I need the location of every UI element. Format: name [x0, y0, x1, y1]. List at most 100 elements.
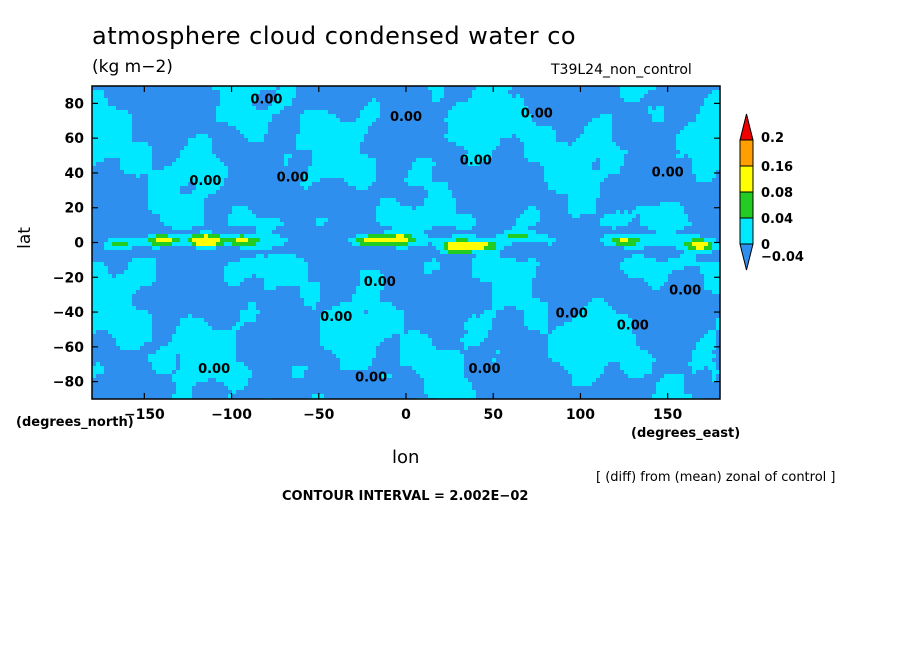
field-cell: [144, 254, 149, 259]
field-cell: [136, 150, 141, 155]
field-cell: [312, 138, 317, 143]
field-cell: [144, 306, 149, 311]
field-cell: [288, 142, 293, 147]
field-cell: [220, 310, 225, 315]
field-cell: [192, 214, 197, 219]
field-cell: [308, 334, 313, 339]
field-cell: [264, 302, 269, 307]
field-cell: [216, 90, 221, 95]
field-cell: [244, 246, 249, 251]
field-cell: [304, 170, 309, 175]
field-cell: [304, 366, 309, 371]
field-cell: [132, 122, 137, 127]
field-cell: [248, 186, 253, 191]
field-cell: [280, 130, 285, 135]
field-cell: [108, 218, 113, 223]
field-cell: [252, 334, 257, 339]
field-cell: [288, 302, 293, 307]
field-cell: [292, 238, 297, 243]
field-cell: [136, 378, 141, 383]
field-cell: [104, 326, 109, 331]
field-cell: [272, 278, 277, 283]
field-cell: [188, 382, 193, 387]
field-cell: [160, 266, 165, 271]
field-cell: [112, 178, 117, 183]
field-cell: [108, 342, 113, 347]
field-cell: [340, 278, 345, 283]
field-cell: [204, 154, 209, 159]
field-cell: [276, 250, 281, 255]
field-cell: [172, 294, 177, 299]
field-cell: [248, 182, 253, 187]
field-cell: [232, 226, 237, 231]
field-cell: [92, 130, 97, 135]
field-cell: [172, 346, 177, 351]
field-cell: [272, 386, 277, 391]
field-cell: [300, 154, 305, 159]
field-cell: [124, 190, 129, 195]
field-cell: [240, 366, 245, 371]
field-cell: [160, 114, 165, 119]
field-cell: [340, 334, 345, 339]
field-cell: [188, 94, 193, 99]
field-cell: [332, 278, 337, 283]
field-cell: [316, 182, 321, 187]
field-cell: [344, 154, 349, 159]
field-cell: [204, 170, 209, 175]
field-cell: [324, 190, 329, 195]
field-cell: [148, 122, 153, 127]
field-cell: [300, 114, 305, 119]
field-cell: [328, 262, 333, 267]
field-cell: [200, 378, 205, 383]
field-cell: [340, 370, 345, 375]
field-cell: [136, 294, 141, 299]
field-cell: [232, 98, 237, 103]
field-cell: [268, 170, 273, 175]
field-cell: [196, 338, 201, 343]
field-cell: [232, 146, 237, 151]
field-cell: [292, 94, 297, 99]
field-cell: [204, 182, 209, 187]
field-cell: [120, 146, 125, 151]
field-cell: [92, 370, 97, 375]
field-cell: [264, 170, 269, 175]
field-cell: [248, 358, 253, 363]
field-cell: [276, 354, 281, 359]
field-cell: [176, 142, 181, 147]
field-cell: [180, 222, 185, 227]
field-cell: [280, 358, 285, 363]
field-cell: [116, 250, 121, 255]
field-cell: [292, 190, 297, 195]
field-cell: [156, 114, 161, 119]
field-cell: [192, 242, 197, 247]
field-cell: [96, 234, 101, 239]
field-cell: [200, 234, 205, 239]
field-cell: [248, 198, 253, 203]
field-cell: [276, 170, 281, 175]
field-cell: [180, 186, 185, 191]
field-cell: [244, 166, 249, 171]
field-cell: [160, 178, 165, 183]
field-cell: [212, 254, 217, 259]
field-cell: [340, 310, 345, 315]
field-cell: [192, 114, 197, 119]
field-cell: [332, 102, 337, 107]
field-cell: [316, 98, 321, 103]
field-cell: [276, 246, 281, 251]
field-cell: [200, 218, 205, 223]
field-cell: [328, 130, 333, 135]
field-cell: [336, 294, 341, 299]
field-cell: [236, 94, 241, 99]
field-cell: [268, 202, 273, 207]
field-cell: [112, 114, 117, 119]
field-cell: [220, 350, 225, 355]
field-cell: [156, 298, 161, 303]
field-cell: [340, 242, 345, 247]
field-cell: [104, 194, 109, 199]
field-cell: [128, 94, 133, 99]
field-cell: [240, 386, 245, 391]
field-cell: [248, 342, 253, 347]
field-cell: [328, 202, 333, 207]
field-cell: [232, 106, 237, 111]
field-cell: [236, 250, 241, 255]
